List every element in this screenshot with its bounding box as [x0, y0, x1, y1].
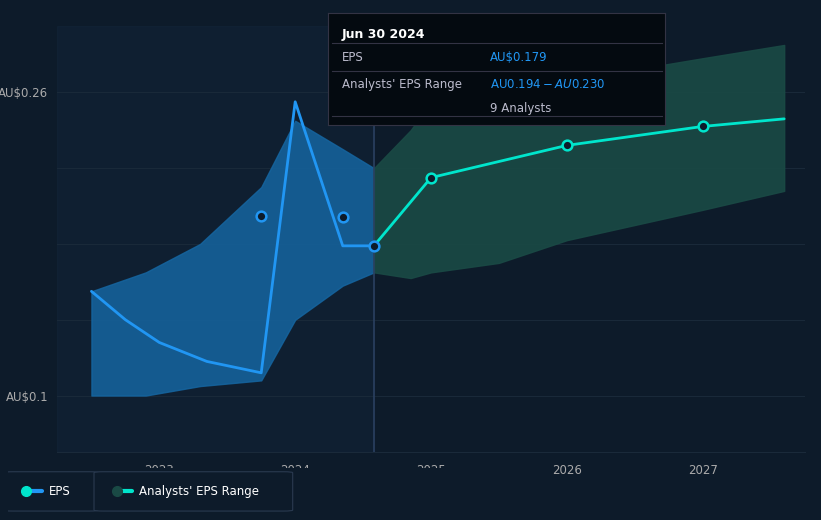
Text: 9 Analysts: 9 Analysts: [490, 102, 552, 115]
FancyBboxPatch shape: [94, 472, 293, 511]
Text: Actual: Actual: [330, 37, 367, 50]
Bar: [57, 26, 374, 452]
Text: EPS: EPS: [49, 485, 71, 498]
Text: Analysts' EPS Range: Analysts' EPS Range: [342, 78, 462, 91]
Text: AU$0.179: AU$0.179: [490, 51, 548, 64]
Text: Analysts' EPS Range: Analysts' EPS Range: [140, 485, 259, 498]
Text: Analysts Forecasts: Analysts Forecasts: [381, 37, 491, 50]
FancyBboxPatch shape: [3, 472, 99, 511]
Text: AU$0.194 - AU$0.230: AU$0.194 - AU$0.230: [490, 78, 605, 91]
Text: Jun 30 2024: Jun 30 2024: [342, 28, 425, 41]
Text: EPS: EPS: [342, 51, 364, 64]
